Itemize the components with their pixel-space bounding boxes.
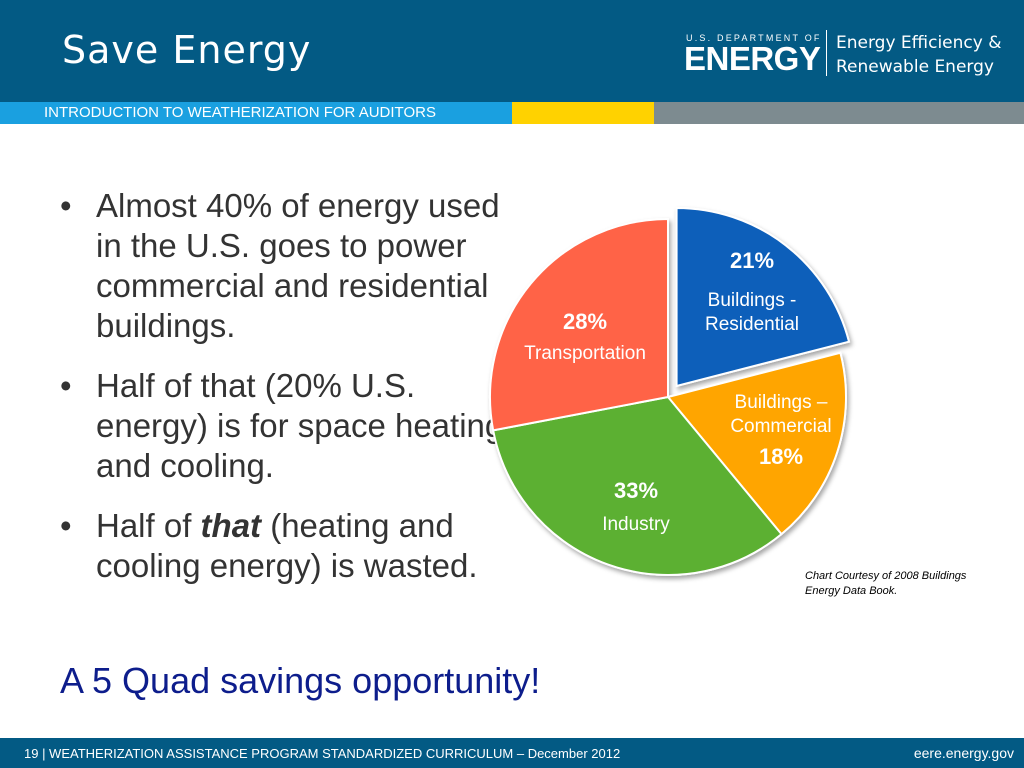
- doe-logo-small-text: U.S. DEPARTMENT OF: [686, 33, 822, 43]
- eere-line-1: Energy Efficiency &: [836, 33, 1002, 53]
- chart-credit-line-1: Chart Courtesy of 2008 Buildings: [805, 570, 967, 582]
- pie-slice-transportation: [489, 217, 669, 432]
- bullet-emphasis: that: [200, 507, 262, 544]
- subtitle-bar-yellow: [512, 102, 654, 124]
- slice-name-label: Buildings –: [735, 392, 828, 413]
- subtitle-bar: [0, 102, 512, 124]
- bullet-text-end: (heating and cooling energy) is wasted.: [96, 507, 478, 584]
- slice-percent-label: 28%: [563, 309, 607, 334]
- bullet-text: Half of that (20% U.S. energy) is for sp…: [96, 367, 504, 484]
- logo-divider: [826, 30, 827, 76]
- pie-slice-buildings-residential: [675, 206, 851, 388]
- pie-slice-buildings-commercial: [666, 351, 847, 536]
- slice-name-label: Commercial: [730, 416, 831, 437]
- slice-name-label: Buildings -: [708, 290, 797, 311]
- bullet-text: Almost 40% of energy used in the U.S. go…: [96, 187, 500, 344]
- chart-credit-line-2: Energy Data Book.: [805, 585, 898, 597]
- bullet-symbol: •: [60, 507, 72, 544]
- header-bar: Save Energy U.S. DEPARTMENT OF ENERGY En…: [0, 0, 1024, 102]
- bullet-item: • Half of that (heating and cooling energ…: [58, 506, 508, 586]
- slice-name-label: Transportation: [524, 343, 646, 364]
- bullet-text-start: Half of: [96, 507, 201, 544]
- page-title: Save Energy: [62, 28, 312, 72]
- savings-callout: A 5 Quad savings opportunity!: [60, 660, 541, 701]
- chart-credit: Chart Courtesy of 2008 Buildings Energy …: [805, 569, 1005, 599]
- slice-name-label: Residential: [705, 314, 799, 335]
- pie-slice-industry: [491, 395, 783, 576]
- bullet-item: • Half of that (20% U.S. energy) is for s…: [58, 366, 508, 486]
- slice-percent-label: 18%: [759, 444, 803, 469]
- bullet-symbol: •: [60, 187, 72, 224]
- bullet-item: • Almost 40% of energy used in the U.S. g…: [58, 186, 508, 346]
- subtitle-bar-gray: [654, 102, 1024, 124]
- footer-text: 19 | WEATHERIZATION ASSISTANCE PROGRAM S…: [24, 746, 621, 761]
- section-subtitle: INTRODUCTION TO WEATHERIZATION FOR AUDIT…: [44, 104, 436, 121]
- slice-percent-label: 33%: [614, 478, 658, 503]
- slice-percent-label: 21%: [730, 248, 774, 273]
- doe-logo-text: ENERGY: [684, 40, 821, 77]
- bullet-symbol: •: [60, 367, 72, 404]
- footer-link[interactable]: eere.energy.gov: [913, 745, 1014, 761]
- slice-name-label: Industry: [602, 514, 670, 535]
- footer-bar: 19 | WEATHERIZATION ASSISTANCE PROGRAM S…: [0, 738, 1024, 768]
- bullet-list: • Almost 40% of energy used in the U.S. g…: [58, 186, 508, 606]
- eere-line-2: Renewable Energy: [836, 57, 994, 77]
